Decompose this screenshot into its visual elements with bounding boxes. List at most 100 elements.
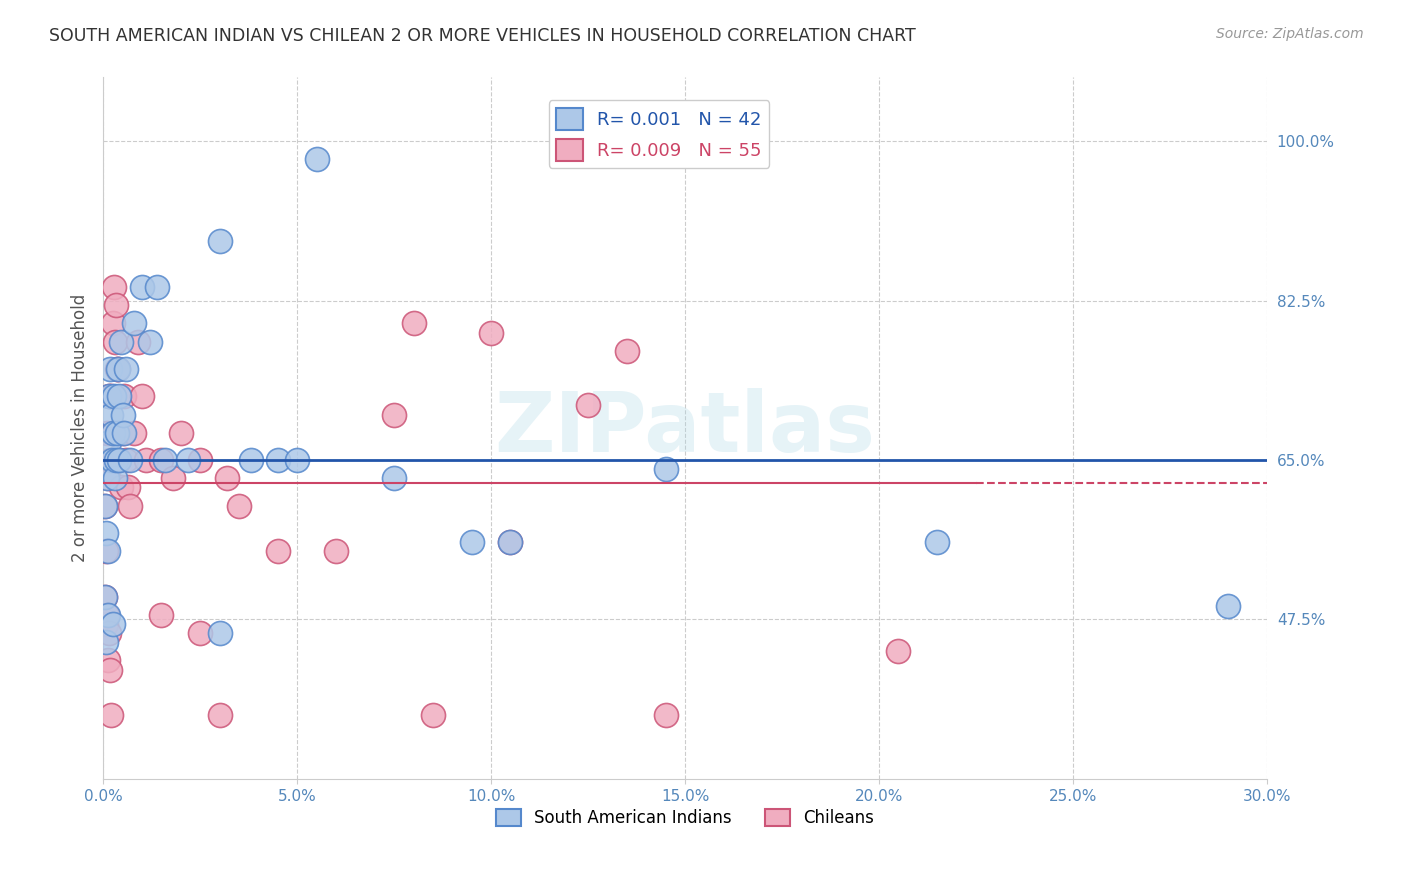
Point [654, 708, 676, 723]
Point [100, 389, 122, 403]
Point [122, 317, 145, 331]
Point [100, 453, 122, 467]
Point [96, 544, 118, 558]
Point [150, 453, 173, 467]
Point [131, 389, 153, 403]
Point [285, 453, 308, 467]
Point [150, 607, 173, 622]
Point [325, 544, 347, 558]
Point [97, 544, 120, 558]
Point [107, 362, 129, 376]
Point [105, 362, 128, 376]
Point [479, 326, 502, 340]
Point [97, 389, 120, 403]
Point [104, 334, 127, 349]
Point [499, 535, 522, 549]
Point [460, 535, 482, 549]
Point [108, 453, 131, 467]
Point [138, 334, 160, 349]
Point [110, 334, 132, 349]
Point [108, 453, 131, 467]
Point [208, 708, 231, 723]
Point [104, 453, 127, 467]
Point [96, 635, 118, 649]
Point [107, 389, 129, 403]
Point [111, 408, 134, 422]
Point [120, 499, 142, 513]
Point [422, 708, 444, 723]
Point [177, 453, 200, 467]
Point [131, 280, 153, 294]
Point [162, 471, 184, 485]
Point [927, 535, 949, 549]
Point [499, 535, 522, 549]
Point [382, 471, 405, 485]
Point [127, 334, 149, 349]
Point [170, 425, 193, 440]
Point [100, 408, 122, 422]
Point [122, 425, 145, 440]
Point [887, 644, 910, 658]
Point [208, 626, 231, 640]
Point [104, 471, 127, 485]
Point [105, 425, 128, 440]
Point [100, 425, 122, 440]
Text: SOUTH AMERICAN INDIAN VS CHILEAN 2 OR MORE VEHICLES IN HOUSEHOLD CORRELATION CHA: SOUTH AMERICAN INDIAN VS CHILEAN 2 OR MO… [49, 27, 915, 45]
Point [103, 280, 125, 294]
Point [96, 617, 118, 632]
Point [1218, 599, 1240, 613]
Point [97, 626, 120, 640]
Point [96, 525, 118, 540]
Point [217, 471, 239, 485]
Point [101, 617, 124, 632]
Point [100, 708, 122, 723]
Point [120, 453, 142, 467]
Point [616, 343, 638, 358]
Point [98, 362, 121, 376]
Point [97, 607, 120, 622]
Text: Source: ZipAtlas.com: Source: ZipAtlas.com [1216, 27, 1364, 41]
Point [267, 453, 290, 467]
Point [97, 471, 120, 485]
Point [94, 499, 117, 513]
Legend: South American Indians, Chileans: South American Indians, Chileans [489, 802, 882, 834]
Point [104, 298, 127, 312]
Point [305, 153, 328, 167]
Point [117, 480, 139, 494]
Text: ZIPatlas: ZIPatlas [495, 388, 876, 468]
Point [111, 425, 134, 440]
Point [239, 453, 262, 467]
Point [654, 462, 676, 476]
Point [115, 453, 138, 467]
Point [153, 453, 176, 467]
Point [110, 480, 132, 494]
Point [267, 544, 290, 558]
Point [228, 499, 250, 513]
Point [96, 471, 118, 485]
Point [135, 453, 157, 467]
Point [98, 453, 121, 467]
Point [107, 362, 129, 376]
Point [208, 235, 231, 249]
Point [107, 425, 129, 440]
Point [188, 453, 211, 467]
Point [103, 389, 125, 403]
Point [576, 398, 599, 412]
Point [97, 653, 120, 667]
Point [97, 389, 120, 403]
Point [94, 590, 117, 604]
Point [97, 434, 120, 449]
Point [402, 317, 425, 331]
Point [96, 425, 118, 440]
Point [146, 280, 169, 294]
Point [94, 590, 117, 604]
Point [114, 425, 136, 440]
Point [101, 317, 124, 331]
Point [98, 663, 121, 677]
Y-axis label: 2 or more Vehicles in Household: 2 or more Vehicles in Household [72, 294, 89, 562]
Point [114, 389, 136, 403]
Point [382, 408, 405, 422]
Point [188, 626, 211, 640]
Point [115, 362, 138, 376]
Point [94, 499, 117, 513]
